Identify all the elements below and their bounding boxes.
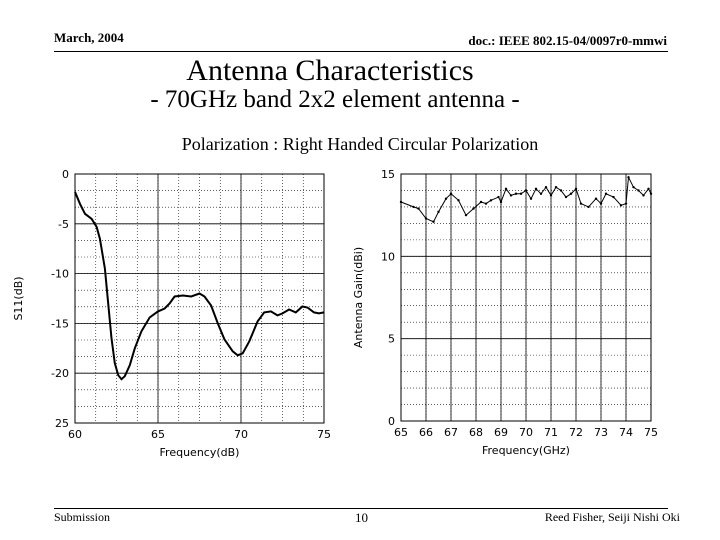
x-axis-label: Frequency(GHz) <box>482 444 570 457</box>
x-tick-label: 65 <box>394 426 408 439</box>
data-point <box>437 210 440 214</box>
y-tick-label: 0 <box>62 168 69 181</box>
data-point <box>412 205 415 209</box>
y-axis-label: Antenna Gain(dBi) <box>352 247 365 348</box>
data-point <box>514 192 518 195</box>
data-point <box>544 185 548 189</box>
y-tick-label: -10 <box>51 268 69 281</box>
data-point <box>529 197 533 200</box>
x-tick-label: 68 <box>469 426 483 439</box>
x-axis-label: Frequency(dB) <box>160 446 240 459</box>
data-point <box>472 207 475 210</box>
data-point <box>424 217 428 220</box>
data-point <box>624 202 628 205</box>
data-point <box>637 189 640 192</box>
data-point <box>579 202 583 205</box>
data-point <box>524 189 528 192</box>
data-point <box>457 199 460 202</box>
data-point <box>519 192 523 195</box>
x-tick-label: 75 <box>644 426 658 439</box>
x-tick-label: 70 <box>519 426 533 439</box>
x-tick-label: 70 <box>234 428 248 441</box>
y-tick-label: 25 <box>55 417 69 430</box>
data-point <box>554 185 558 189</box>
data-point <box>604 192 608 195</box>
data-point <box>417 207 420 210</box>
data-point <box>632 185 635 189</box>
x-tick-label: 71 <box>544 426 558 439</box>
header-doc-id: doc.: IEEE 802.15-04/0097r0-mmwi <box>468 33 667 48</box>
data-point <box>549 194 553 197</box>
data-point <box>587 205 590 209</box>
antenna-gain-chart: 65 66 67 68 69 70 71 72 73 74 75 15 10 5 0 Frequency(GH… <box>352 168 658 457</box>
data-point <box>569 192 573 195</box>
data-point <box>647 187 650 191</box>
data-point <box>534 187 538 191</box>
y-tick-label: 15 <box>381 168 395 181</box>
data-point <box>627 176 630 179</box>
data-point <box>539 192 543 195</box>
y-tick-label: 0 <box>388 415 395 428</box>
header-rule <box>54 51 668 52</box>
data-point <box>444 197 448 200</box>
data-point <box>489 199 493 202</box>
data-point <box>574 187 578 191</box>
data-point <box>612 195 615 199</box>
data-point <box>559 189 563 192</box>
data-point <box>499 200 503 204</box>
x-tick-label: 65 <box>151 428 165 441</box>
y-tick-label: -20 <box>51 367 69 380</box>
data-point <box>599 202 603 205</box>
data-point <box>594 197 598 200</box>
x-tick-label: 67 <box>444 426 458 439</box>
footer-authors: Reed Fisher, Seiji Nishi Oki <box>544 510 680 524</box>
x-tick-label: 75 <box>317 428 331 441</box>
header-date: March, 2004 <box>54 30 124 45</box>
data-point <box>509 194 513 197</box>
data-point <box>432 220 435 223</box>
plot-frame <box>400 173 652 422</box>
x-tick-label: 73 <box>594 426 608 439</box>
data-point <box>479 200 483 204</box>
data-point <box>484 202 488 205</box>
data-point <box>449 192 453 195</box>
data-point <box>497 195 500 199</box>
s11-chart: 60 65 70 75 0 -5 -10 -15 -20 25 Frequency(dB) S11(d… <box>12 168 331 459</box>
data-point <box>649 192 653 195</box>
footer-submission: Submission <box>54 510 111 524</box>
y-axis-label: S11(dB) <box>12 276 25 320</box>
slide-title: Antenna Characteristics <box>186 54 474 87</box>
y-tick-label: -15 <box>51 317 69 330</box>
plot-frame <box>74 173 325 424</box>
data-point <box>564 195 568 199</box>
series-line <box>74 191 325 381</box>
y-tick-label: -5 <box>58 218 69 231</box>
data-point <box>619 204 623 207</box>
slide-subtitle: - 70GHz band 2x2 element antenna - <box>150 86 520 113</box>
data-point <box>464 213 468 217</box>
y-tick-label: 10 <box>381 250 395 263</box>
footer-rule <box>54 508 668 509</box>
data-point <box>642 194 645 197</box>
footer-page-number: 10 <box>355 510 368 525</box>
x-tick-label: 66 <box>419 426 433 439</box>
x-tick-label: 72 <box>569 426 583 439</box>
x-tick-label: 74 <box>619 426 633 439</box>
data-point <box>504 187 508 191</box>
x-tick-label: 60 <box>68 428 82 441</box>
y-tick-label: 5 <box>388 333 395 346</box>
data-point <box>399 200 403 204</box>
polarization-caption: Polarization : Right Handed Circular Pol… <box>181 134 539 154</box>
x-tick-label: 69 <box>494 426 508 439</box>
